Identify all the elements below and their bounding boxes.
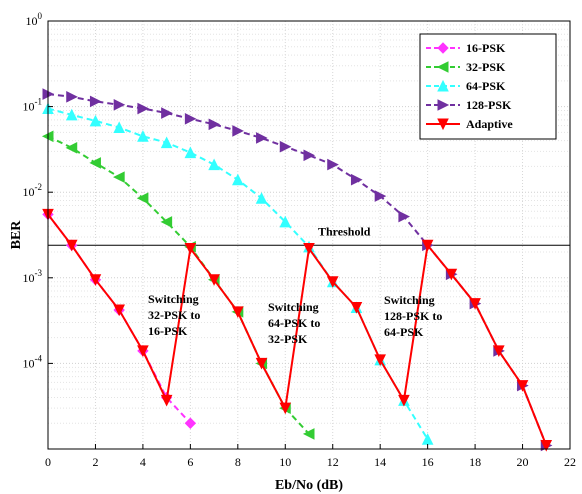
x-tick-label: 4	[140, 455, 146, 469]
legend-label: 16-PSK	[466, 41, 506, 55]
data-point	[65, 239, 78, 252]
x-tick-label: 8	[235, 455, 241, 469]
plot-frame	[47, 20, 571, 450]
data-point	[65, 108, 78, 121]
data-point	[232, 306, 244, 318]
y-tick-label: 10-1	[23, 97, 43, 114]
y-tick-label: 10-4	[23, 353, 43, 370]
legend-marker	[437, 99, 450, 111]
series-line	[47, 93, 548, 446]
data-point	[160, 136, 173, 149]
y-axis-label: BER	[9, 220, 24, 250]
annotation-switching: Switching 128-PSK to 64-PSK	[384, 293, 442, 339]
data-point	[303, 242, 315, 255]
data-point	[374, 190, 387, 202]
y-tick-label: 10-2	[23, 182, 43, 199]
data-point	[255, 192, 268, 204]
data-point	[279, 140, 292, 153]
data-point	[160, 394, 173, 407]
series-line	[47, 213, 548, 446]
data-point	[184, 417, 197, 429]
data-point	[398, 394, 410, 407]
data-point	[279, 402, 292, 415]
legend-marker	[436, 61, 449, 73]
data-point	[161, 107, 173, 119]
data-point	[113, 171, 125, 183]
data-point	[302, 428, 315, 440]
data-point	[89, 95, 102, 108]
data-point	[184, 113, 197, 125]
data-point	[137, 345, 149, 358]
data-point	[66, 91, 78, 103]
y-tick-label: 100	[26, 11, 43, 28]
legend-marker	[437, 79, 449, 92]
x-tick-label: 0	[45, 455, 51, 469]
data-point	[208, 158, 220, 171]
data-point	[303, 149, 316, 162]
threshold-label: Threshold	[318, 224, 371, 238]
x-axis-label: Eb/No (dB)	[275, 478, 343, 493]
data-point	[89, 114, 102, 127]
data-point	[327, 158, 339, 171]
series-layer	[41, 88, 553, 452]
data-point	[540, 439, 553, 452]
data-point	[184, 146, 197, 159]
data-point	[208, 118, 221, 131]
data-point	[421, 433, 434, 445]
data-point	[516, 380, 529, 392]
data-point	[350, 301, 363, 314]
y-tick-label: 10-3	[23, 268, 43, 285]
data-point	[65, 142, 78, 154]
series-32-psk	[41, 130, 315, 440]
data-point	[184, 242, 197, 255]
y-ticks: 100 10-1 10-2 10-3 10-4	[23, 11, 53, 370]
data-point	[279, 215, 292, 228]
data-point	[255, 357, 268, 370]
data-point	[232, 125, 244, 137]
data-point	[232, 173, 244, 186]
x-tick-label: 10	[279, 455, 291, 469]
data-point	[398, 210, 411, 223]
annotations: Switching 32-PSK to 16-PSK Switching 64-PSK …	[148, 292, 442, 346]
data-point	[137, 102, 150, 115]
x-tick-label: 12	[327, 455, 339, 469]
data-point	[326, 276, 339, 288]
legend-label: 64-PSK	[466, 79, 506, 93]
data-point	[445, 268, 458, 281]
data-point	[113, 98, 126, 111]
data-point	[113, 304, 125, 317]
data-point	[137, 130, 149, 142]
data-point	[136, 192, 149, 205]
data-point	[208, 274, 220, 286]
data-point	[113, 121, 125, 133]
data-point	[89, 157, 101, 169]
series-line	[47, 135, 310, 435]
annotation-switching: Switching 32-PSK to 16-PSK	[148, 292, 200, 338]
x-tick-label: 2	[92, 455, 98, 469]
data-point	[421, 239, 434, 252]
data-point	[469, 298, 481, 310]
legend-label: Adaptive	[466, 117, 513, 131]
data-point	[89, 274, 102, 286]
data-point	[350, 173, 363, 186]
legend-marker	[437, 118, 449, 131]
legend-label: 128-PSK	[466, 98, 512, 112]
x-tick-label: 20	[517, 455, 529, 469]
data-point	[374, 354, 386, 366]
x-tick-label: 14	[374, 455, 386, 469]
data-point	[256, 132, 268, 144]
data-point	[160, 216, 173, 228]
x-tick-label: 6	[187, 455, 193, 469]
x-tick-label: 16	[422, 455, 434, 469]
legend-label: 32-PSK	[466, 60, 506, 74]
legend: 16-PSK 32-PSK 64-PSK 128-PSK Adaptive	[419, 33, 557, 140]
series-128-psk	[42, 88, 553, 452]
x-tick-label: 22	[564, 455, 576, 469]
data-point	[493, 345, 505, 358]
annotation-switching: Switching 64-PSK to 32-PSK	[268, 300, 320, 346]
x-ticks: 0 2 4 6 8 10 12 14 16 18 20 22	[45, 444, 576, 469]
legend-marker	[437, 42, 449, 54]
x-tick-label: 18	[469, 455, 481, 469]
